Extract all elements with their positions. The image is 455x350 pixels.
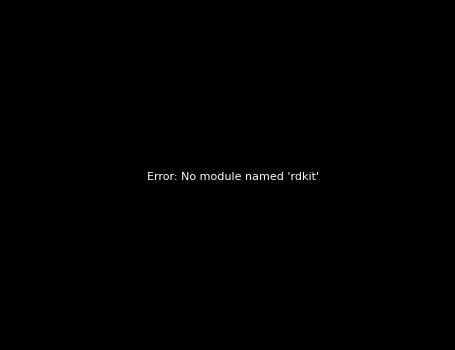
Text: Error: No module named 'rdkit': Error: No module named 'rdkit' [147,172,319,182]
